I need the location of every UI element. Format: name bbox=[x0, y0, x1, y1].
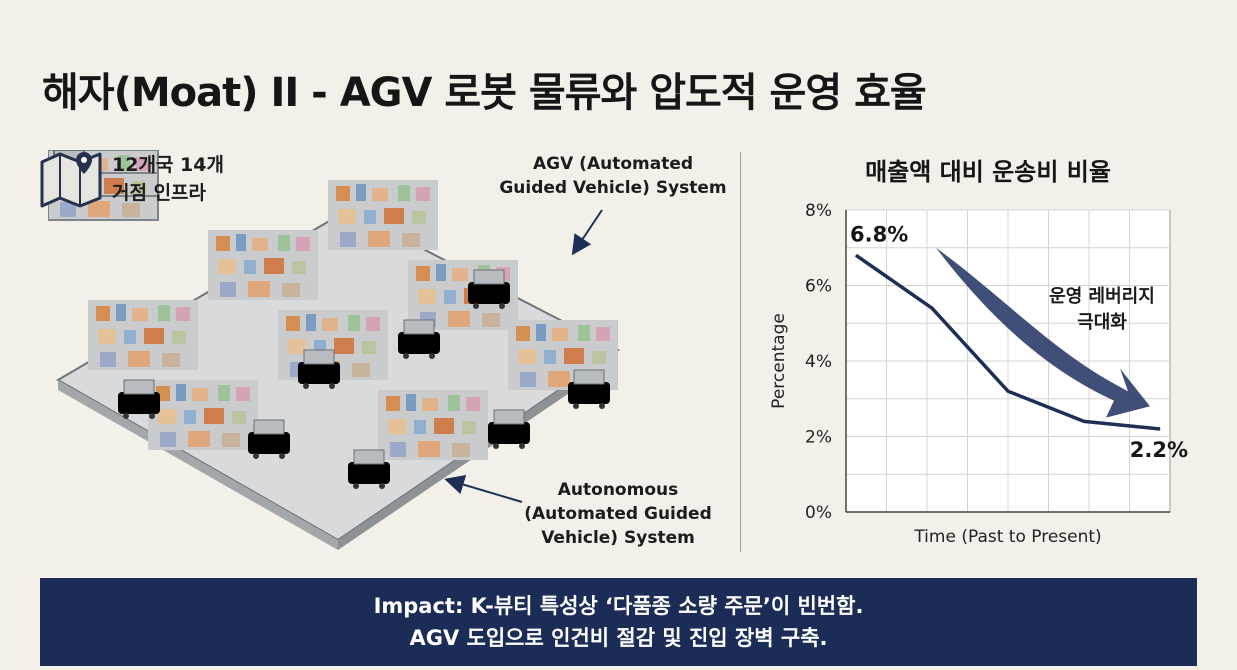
y-axis-label: Percentage bbox=[769, 313, 789, 409]
y-tick-label: 4% bbox=[805, 352, 832, 372]
panel-divider bbox=[740, 152, 741, 552]
x-axis-label: Time (Past to Present) bbox=[913, 527, 1101, 547]
page-title: 해자(Moat) II - AGV 로봇 물류와 압도적 운영 효율 bbox=[42, 70, 927, 116]
callout-agv: AGV (Automated Guided Vehicle) System bbox=[499, 154, 727, 198]
chart-annotation-line: 운영 레버리지 bbox=[1049, 286, 1155, 307]
autonomous-arrow bbox=[444, 474, 523, 503]
series-point bbox=[855, 254, 857, 256]
chart-title: 매출액 대비 운송비 비율 bbox=[865, 158, 1111, 186]
start-value-label: 6.8% bbox=[850, 222, 908, 246]
banner-line-1: Impact: K-뷰티 특성상 ‘다품종 소량 주문’이 빈번함. bbox=[373, 594, 864, 618]
trend-arrow bbox=[936, 247, 1150, 418]
map-pin-icon bbox=[40, 152, 102, 208]
map-badge-text: 12개국 14개 거점 인프라 bbox=[112, 154, 224, 204]
banner-line-2: AGV 도입으로 인건비 절감 및 진입 장벽 구축. bbox=[409, 626, 828, 650]
y-tick-label: 2% bbox=[805, 428, 832, 448]
series-point bbox=[931, 307, 933, 309]
y-tick-label: 6% bbox=[805, 277, 832, 297]
chart-annotation-line: 극대화 bbox=[1077, 312, 1127, 333]
series-point bbox=[1159, 428, 1161, 430]
impact-banner: Impact: K-뷰티 특성상 ‘다품종 소량 주문’이 빈번함. AGV 도… bbox=[40, 578, 1197, 666]
series-point bbox=[1007, 390, 1009, 392]
agv-arrow bbox=[571, 209, 603, 256]
series-point bbox=[1083, 420, 1085, 422]
map-badge: 12개국 14개 거점 인프라 bbox=[40, 150, 224, 208]
end-value-label: 2.2% bbox=[1130, 438, 1188, 462]
y-tick-label: 0% bbox=[805, 503, 832, 523]
callout-autonomous: Autonomous (Automated Guided Vehicle) Sy… bbox=[524, 480, 712, 548]
line-chart: 0% 2% 4% 6% 8% Percentage Time (Past to Presen… bbox=[769, 201, 1188, 547]
y-tick-label: 8% bbox=[805, 201, 832, 221]
